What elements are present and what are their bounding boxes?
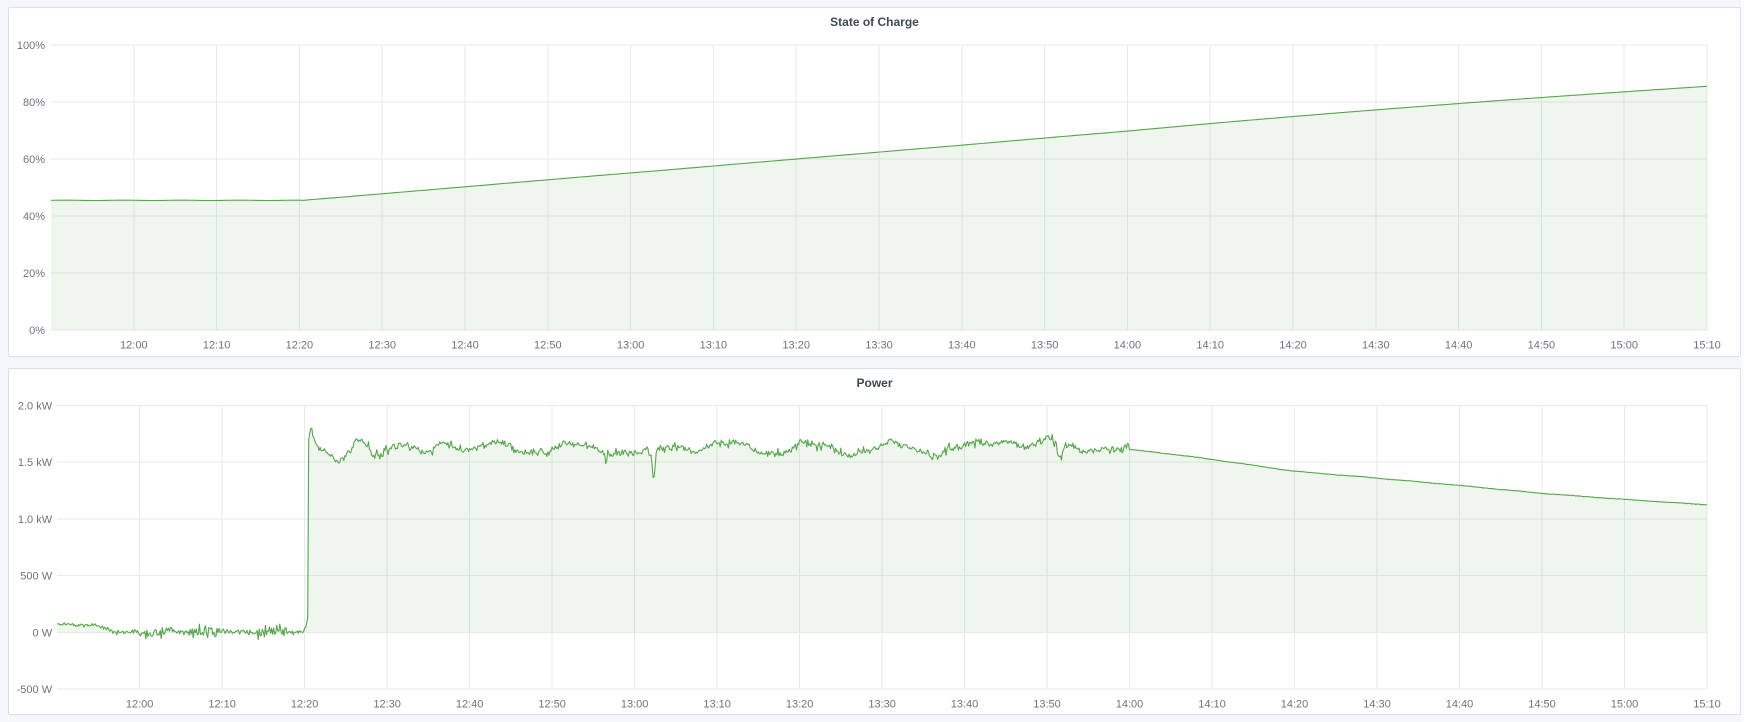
svg-text:14:00: 14:00 — [1116, 699, 1144, 711]
svg-text:14:20: 14:20 — [1279, 340, 1307, 352]
svg-text:13:50: 13:50 — [1033, 699, 1061, 711]
svg-text:13:00: 13:00 — [617, 340, 645, 352]
svg-text:14:50: 14:50 — [1528, 699, 1556, 711]
svg-text:12:40: 12:40 — [456, 699, 484, 711]
svg-text:2.0 kW: 2.0 kW — [18, 401, 53, 413]
svg-text:12:50: 12:50 — [538, 699, 566, 711]
svg-text:12:00: 12:00 — [126, 699, 154, 711]
svg-text:500 W: 500 W — [20, 571, 52, 583]
svg-text:14:40: 14:40 — [1445, 340, 1473, 352]
svg-text:60%: 60% — [23, 154, 45, 166]
svg-text:12:50: 12:50 — [534, 340, 562, 352]
svg-text:12:30: 12:30 — [373, 699, 401, 711]
svg-text:13:30: 13:30 — [868, 699, 896, 711]
svg-text:1.0 kW: 1.0 kW — [18, 514, 53, 526]
svg-text:14:10: 14:10 — [1196, 340, 1224, 352]
svg-text:40%: 40% — [23, 211, 45, 223]
svg-text:80%: 80% — [23, 97, 45, 109]
svg-text:14:30: 14:30 — [1362, 340, 1390, 352]
svg-text:15:10: 15:10 — [1693, 699, 1721, 711]
svg-text:15:00: 15:00 — [1611, 699, 1639, 711]
svg-text:14:30: 14:30 — [1363, 699, 1391, 711]
svg-text:13:40: 13:40 — [951, 699, 979, 711]
svg-text:12:10: 12:10 — [203, 340, 231, 352]
svg-text:14:50: 14:50 — [1528, 340, 1556, 352]
svg-text:13:10: 13:10 — [700, 340, 728, 352]
svg-text:13:50: 13:50 — [1031, 340, 1059, 352]
svg-text:0 W: 0 W — [33, 627, 53, 639]
svg-text:12:10: 12:10 — [208, 699, 236, 711]
svg-text:12:20: 12:20 — [286, 340, 314, 352]
svg-text:12:40: 12:40 — [451, 340, 479, 352]
svg-text:1.5 kW: 1.5 kW — [18, 457, 53, 469]
svg-text:14:20: 14:20 — [1281, 699, 1309, 711]
svg-text:13:40: 13:40 — [948, 340, 976, 352]
svg-text:12:20: 12:20 — [291, 699, 319, 711]
svg-text:0%: 0% — [29, 325, 45, 337]
svg-text:13:20: 13:20 — [782, 340, 810, 352]
svg-text:14:00: 14:00 — [1114, 340, 1142, 352]
svg-text:15:10: 15:10 — [1693, 340, 1721, 352]
svg-text:12:00: 12:00 — [120, 340, 148, 352]
svg-text:13:20: 13:20 — [786, 699, 814, 711]
svg-text:14:40: 14:40 — [1446, 699, 1474, 711]
svg-text:12:30: 12:30 — [368, 340, 396, 352]
svg-text:-500 W: -500 W — [17, 684, 53, 696]
svg-text:13:30: 13:30 — [865, 340, 893, 352]
svg-text:15:00: 15:00 — [1610, 340, 1638, 352]
svg-text:100%: 100% — [17, 40, 45, 52]
svg-text:20%: 20% — [23, 268, 45, 280]
svg-text:13:10: 13:10 — [703, 699, 731, 711]
svg-text:14:10: 14:10 — [1198, 699, 1226, 711]
svg-text:13:00: 13:00 — [621, 699, 649, 711]
